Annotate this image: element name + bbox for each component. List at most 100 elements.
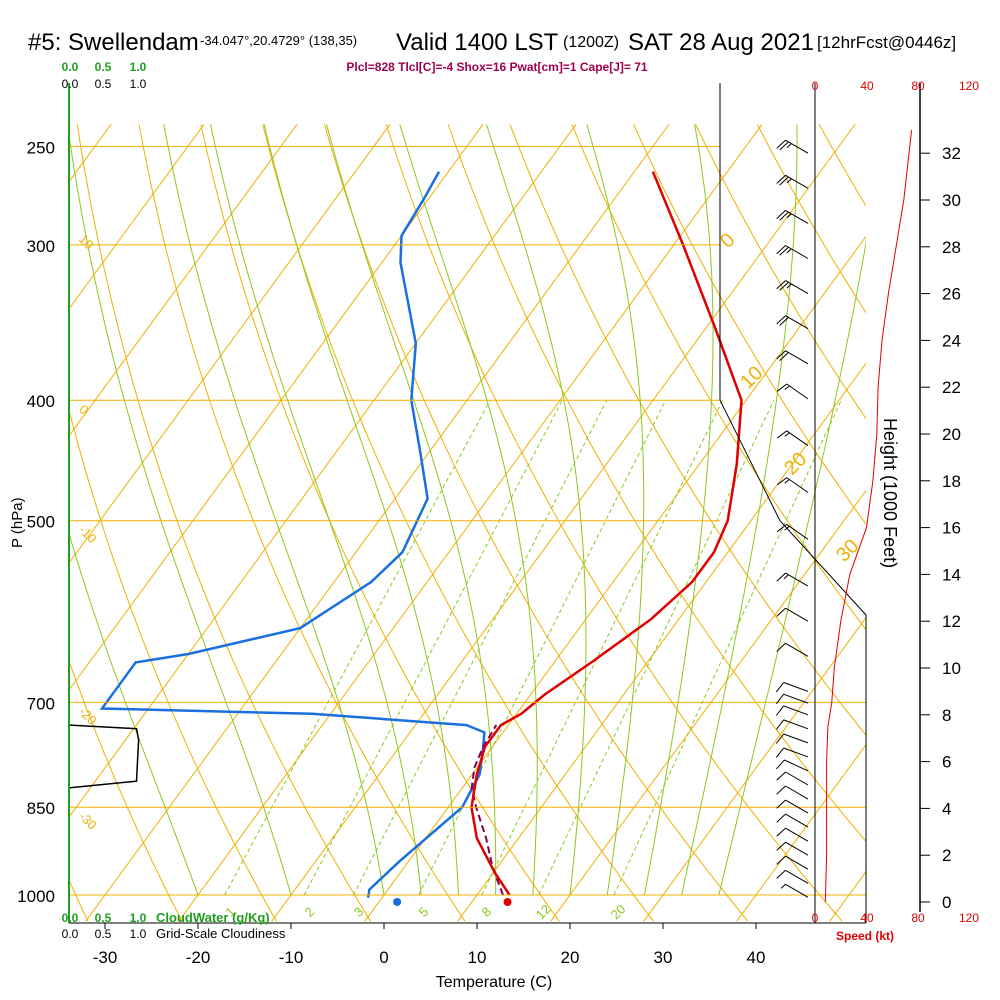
wind-barb bbox=[775, 733, 809, 744]
height-tick-label: 28 bbox=[942, 238, 961, 257]
wind-barb bbox=[776, 477, 809, 493]
temperature-tick-label: 30 bbox=[654, 948, 673, 967]
moist-adiabat-line bbox=[643, 124, 714, 896]
temperature-tick-label: 20 bbox=[561, 948, 580, 967]
wind-barb-shaft bbox=[776, 572, 809, 587]
pressure-axis-title: P (hPa) bbox=[9, 497, 26, 548]
dry-adiabat-line bbox=[200, 124, 560, 922]
wind-barb-shaft bbox=[776, 785, 809, 800]
dry-adiabat-line bbox=[633, 124, 866, 525]
cloudiness-profile bbox=[69, 724, 140, 789]
isotherm-line bbox=[643, 616, 866, 922]
cloudwater-top-tick: 0.0 bbox=[62, 60, 79, 74]
dry-adiabat-line bbox=[509, 124, 866, 736]
cloudiness-bottom-tick: 0.0 bbox=[62, 927, 79, 941]
wind-barb bbox=[776, 209, 809, 224]
wind-barb-shaft bbox=[776, 759, 809, 772]
wind-barb-shaft bbox=[776, 523, 809, 540]
height-tick-label: 32 bbox=[942, 144, 961, 163]
wind-barb-shaft bbox=[776, 841, 809, 856]
moist-adiabat-line bbox=[210, 124, 422, 896]
speed-bottom-tick: 120 bbox=[959, 911, 979, 925]
mixing-ratio-line bbox=[352, 399, 608, 896]
speed-bottom-tick: 80 bbox=[911, 911, 925, 925]
temperature-tick-label: -30 bbox=[93, 948, 118, 967]
speed-top-tick: 40 bbox=[860, 79, 874, 93]
dry-adiabat-line bbox=[571, 124, 866, 631]
surface-dewpoint-dot bbox=[393, 898, 402, 906]
speed-top-tick: 120 bbox=[959, 79, 979, 93]
dry-adiabat-line bbox=[447, 124, 866, 843]
wind-barb-shaft bbox=[776, 813, 809, 828]
mixing-ratio-line bbox=[224, 399, 491, 896]
wind-barb bbox=[776, 430, 809, 447]
wind-barb bbox=[776, 174, 809, 189]
moist-adiabat-line bbox=[326, 124, 497, 895]
wind-barb bbox=[776, 139, 809, 154]
wind-barb bbox=[776, 759, 809, 772]
wind-speed-profile bbox=[824, 129, 913, 903]
wind-barb bbox=[776, 855, 809, 870]
height-tick-label: 18 bbox=[942, 472, 961, 491]
height-tick-label: 30 bbox=[942, 191, 961, 210]
height-axis-title: Height (1000 Feet) bbox=[880, 418, 900, 568]
isotherm-line bbox=[69, 124, 577, 818]
wind-barb-shaft bbox=[775, 733, 809, 744]
cloudwater-bottom-tick: 0.0 bbox=[62, 911, 79, 925]
wind-barb bbox=[776, 523, 809, 540]
forecast-info: [12hrFcst@0446z] bbox=[817, 33, 956, 52]
wind-barb-shaft bbox=[776, 607, 809, 622]
temperature-tick-label: 10 bbox=[468, 948, 487, 967]
moist-adiabat-line bbox=[263, 124, 459, 896]
wind-barb bbox=[776, 841, 809, 856]
wind-barb bbox=[775, 693, 809, 705]
isotherm-line bbox=[550, 489, 866, 922]
height-tick-label: 26 bbox=[942, 285, 961, 304]
height-tick-label: 12 bbox=[942, 612, 961, 631]
valid-date: SAT 28 Aug 2021 bbox=[628, 29, 814, 56]
utc-time: (1200Z) bbox=[563, 34, 619, 51]
wind-barb-shaft bbox=[776, 430, 809, 447]
wind-barb-shaft bbox=[776, 245, 809, 259]
height-tick-label: 14 bbox=[942, 565, 961, 584]
station-location: -34.047°,20.4729° (138,35) bbox=[200, 33, 357, 48]
pressure-tick-label: 700 bbox=[27, 694, 55, 713]
height-tick-label: 24 bbox=[942, 331, 961, 350]
wind-barb-shaft bbox=[776, 280, 809, 295]
speed-axis-title: Speed (kt) bbox=[836, 929, 894, 943]
height-tick-label: 22 bbox=[942, 378, 961, 397]
wind-barb bbox=[776, 607, 809, 622]
speed-top-tick: 80 bbox=[911, 79, 925, 93]
isotherm-line bbox=[69, 124, 205, 310]
domain-boundary-line bbox=[719, 399, 867, 616]
wind-barb bbox=[775, 719, 809, 730]
valid-time: Valid 1400 LST bbox=[396, 29, 559, 56]
pressure-tick-label: 300 bbox=[27, 237, 55, 256]
isotherm-line bbox=[271, 124, 856, 922]
wind-barb-shaft bbox=[776, 477, 809, 493]
pressure-tick-label: 500 bbox=[27, 513, 55, 532]
height-tick-label: 10 bbox=[942, 659, 961, 678]
wind-barb-shaft bbox=[776, 869, 809, 884]
wind-barb-shaft bbox=[776, 383, 809, 400]
wind-barb bbox=[775, 705, 809, 716]
isotherm-line bbox=[364, 235, 866, 922]
wind-barb bbox=[776, 315, 809, 330]
height-tick-label: 2 bbox=[942, 846, 951, 865]
wind-barb-shaft bbox=[775, 705, 809, 716]
wind-barb-shaft bbox=[776, 799, 809, 814]
wind-barb-shaft bbox=[775, 693, 809, 705]
height-tick-label: 16 bbox=[942, 519, 961, 538]
cloudwater-legend: CloudWater (g/Kg) bbox=[156, 910, 270, 925]
wind-barb bbox=[776, 827, 809, 842]
wind-barb-shaft bbox=[776, 350, 809, 365]
cloudwater-top-tick: 1.0 bbox=[130, 60, 147, 74]
height-tick-label: 4 bbox=[942, 799, 951, 818]
dry-adiabat-line bbox=[695, 124, 866, 420]
surface-temperature-dot bbox=[503, 898, 512, 906]
isotherm-line bbox=[69, 124, 484, 691]
cloudiness-top-tick: 0.0 bbox=[62, 77, 79, 91]
wind-barb bbox=[776, 785, 809, 800]
wind-barb-shaft bbox=[776, 827, 809, 842]
